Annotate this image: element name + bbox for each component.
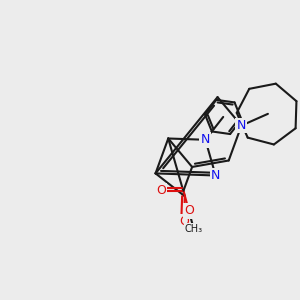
Text: N: N: [237, 119, 246, 132]
Text: O: O: [184, 204, 194, 217]
Text: N: N: [211, 169, 220, 182]
Text: CH₃: CH₃: [185, 224, 203, 234]
Text: N: N: [201, 133, 210, 146]
Text: O: O: [179, 215, 189, 228]
Text: O: O: [156, 184, 166, 197]
